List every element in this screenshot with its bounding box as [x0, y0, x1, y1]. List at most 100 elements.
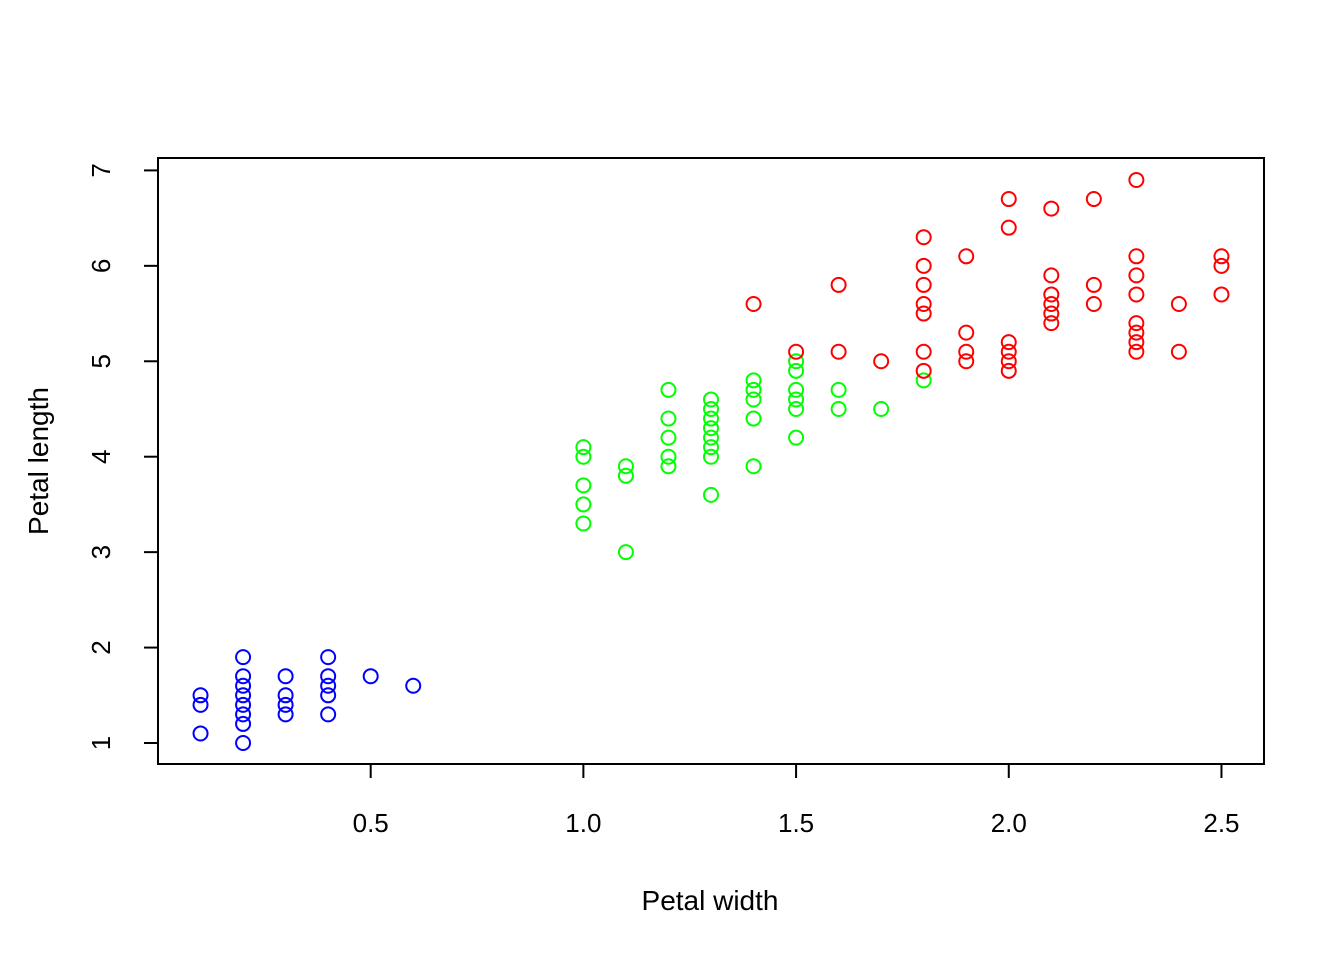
data-point [1128, 171, 1145, 188]
data-point [915, 372, 932, 389]
data-point [745, 410, 762, 427]
data-point [745, 296, 762, 313]
data-point [660, 429, 677, 446]
data-point [830, 343, 847, 360]
data-point [788, 429, 805, 446]
data-point [1000, 353, 1017, 370]
data-point [830, 381, 847, 398]
data-point [788, 381, 805, 398]
data-point [703, 410, 719, 427]
data-point [277, 706, 294, 723]
data-point [745, 391, 762, 408]
y-tick-label: 3 [86, 545, 116, 559]
y-axis: 1 2 3 4 5 6 7 [86, 163, 159, 750]
data-point [660, 410, 677, 427]
x-axis: 0.5 1.0 1.5 2.0 2.5 [353, 763, 1240, 838]
data-point [703, 448, 719, 465]
data-point [235, 706, 252, 723]
data-point [1213, 286, 1230, 303]
data-point [277, 696, 294, 713]
data-point [1128, 286, 1145, 303]
data-point [745, 381, 762, 398]
data-point [915, 257, 932, 274]
data-point [320, 706, 337, 723]
data-point [830, 276, 847, 293]
x-tick-label: 2.0 [991, 808, 1027, 838]
data-point [788, 343, 805, 360]
y-tick-label: 4 [86, 449, 116, 463]
x-tick-label: 2.5 [1203, 808, 1239, 838]
data-point [617, 544, 634, 561]
data-point [1128, 248, 1145, 265]
data-point [1128, 267, 1145, 284]
data-point [575, 477, 592, 494]
data-point [745, 372, 762, 389]
data-point [320, 687, 337, 704]
data-point [1128, 334, 1145, 351]
data-point [830, 400, 847, 417]
data-point [1213, 248, 1230, 265]
data-point [617, 467, 634, 484]
data-point [703, 429, 719, 446]
data-point [915, 276, 932, 293]
data-point [235, 649, 252, 666]
data-point [575, 448, 592, 465]
y-tick-label: 1 [86, 736, 116, 750]
data-point [320, 668, 337, 685]
data-point [703, 439, 719, 456]
data-point [703, 420, 719, 437]
data-point [958, 343, 975, 360]
data-point [362, 668, 379, 685]
data-point [192, 725, 209, 742]
data-point [1000, 334, 1017, 351]
data-point [1170, 343, 1187, 360]
x-axis-label: Petal width [642, 885, 779, 916]
data-point [703, 486, 719, 503]
data-point [873, 353, 890, 370]
data-point [235, 677, 252, 694]
data-point [277, 687, 294, 704]
data-point [1043, 200, 1060, 217]
data-point [617, 458, 634, 475]
y-tick-label: 2 [86, 640, 116, 654]
data-point [788, 391, 805, 408]
data-point [788, 362, 805, 379]
y-tick-label: 5 [86, 354, 116, 368]
data-point [1128, 324, 1145, 341]
y-tick-label: 7 [86, 163, 116, 177]
data-point [1128, 343, 1145, 360]
x-tick-label: 1.0 [565, 808, 601, 838]
data-point [745, 458, 762, 475]
data-point [1085, 276, 1102, 293]
data-point [1043, 305, 1060, 322]
data-point [1043, 296, 1060, 313]
data-point [1085, 296, 1102, 313]
data-point [788, 353, 805, 370]
data-points [192, 171, 1230, 752]
data-point [235, 735, 252, 752]
data-point [1043, 286, 1060, 303]
data-point [660, 448, 677, 465]
data-point [915, 362, 932, 379]
data-point [1085, 191, 1102, 208]
data-point [235, 687, 252, 704]
data-point [703, 400, 719, 417]
data-point [958, 353, 975, 370]
data-point [1128, 315, 1145, 332]
data-point [235, 668, 252, 685]
x-tick-label: 0.5 [353, 808, 389, 838]
data-point [575, 496, 592, 513]
data-point [1213, 257, 1230, 274]
data-point [1000, 219, 1017, 236]
data-point [660, 458, 677, 475]
data-point [788, 400, 805, 417]
data-point [277, 668, 294, 685]
data-point [958, 324, 975, 341]
data-point [192, 696, 209, 713]
data-point [1170, 296, 1187, 313]
data-point [235, 715, 252, 732]
data-point [1000, 343, 1017, 360]
data-point [915, 296, 932, 313]
data-point [703, 391, 719, 408]
